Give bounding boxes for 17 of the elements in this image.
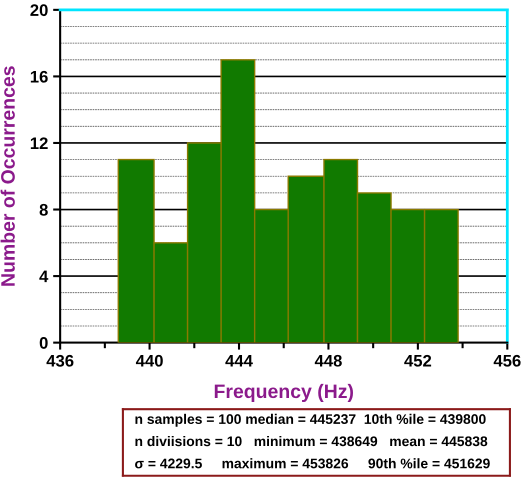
x-axis-title: Frequency (Hz) <box>214 384 353 402</box>
x-tick-label: 444 <box>225 355 253 367</box>
x-tick-label: 448 <box>314 354 342 367</box>
y-tick-label: 16 <box>30 70 48 83</box>
x-tick-label: 440 <box>136 354 163 367</box>
x-tick-label: 456 <box>494 354 521 367</box>
y-tick-label: 8 <box>40 204 48 216</box>
y-tick-label: 4 <box>39 270 48 282</box>
y-tick-label: 12 <box>30 137 48 150</box>
y-tick-label: 20 <box>30 4 48 16</box>
text: n diviisions = 10 minimum = 438649 mean = 445838 <box>135 436 488 446</box>
y-axis-title: Number of Occurrences <box>0 66 15 286</box>
y-tick-label: 0 <box>40 337 48 349</box>
text: n samples = 100 median = 445237 10th %ile = 439800 <box>135 414 486 427</box>
x-tick-label: 452 <box>404 354 432 367</box>
x-tick-label: 436 <box>46 354 74 367</box>
text: σ = 4229.5 maximum = 453826 90th %ile = 451629 <box>135 458 490 468</box>
